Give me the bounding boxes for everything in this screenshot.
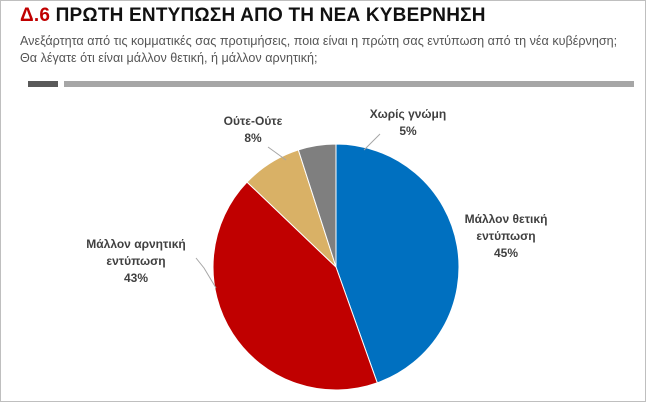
leader-line-3 [363, 133, 381, 151]
chart-subtitle: Ανεξάρτητα από τις κομματικές σας προτιμ… [20, 34, 618, 65]
pie-slice-3 [297, 143, 337, 268]
divider-dark [28, 81, 58, 87]
slice-label-2: Ούτε-Ούτε 8% [224, 114, 283, 145]
leader-line-2 [267, 146, 287, 161]
slice-value-2: 8% [244, 131, 262, 145]
title-text: ΠΡΩΤΗ ΕΝΤΥΠΩΣΗ ΑΠΟ ΤΗ ΝΕΑ ΚΥΒΕΡΝΗΣΗ [55, 5, 486, 26]
slice-label-line-2-0: Ούτε-Ούτε [224, 114, 283, 128]
chart-title: Δ.6 ΠΡΩΤΗ ΕΝΤΥΠΩΣΗ ΑΠΟ ΤΗ ΝΕΑ ΚΥΒΕΡΝΗΣΗ [20, 5, 486, 27]
slice-label-line-1-1: εντύπωση [106, 254, 165, 268]
slice-value-1: 43% [124, 271, 148, 285]
slice-label-line-3-0: Χωρίς γνώμη [370, 107, 446, 121]
leader-lines [195, 133, 381, 289]
slice-value-3: 5% [399, 124, 417, 138]
leader-line-1 [195, 257, 217, 289]
slice-label-0: Μάλλον θετική εντύπωση 45% [465, 212, 548, 260]
slice-label-line-1-0: Μάλλον αρνητική [86, 237, 185, 251]
slice-label-3: Χωρίς γνώμη 5% [370, 107, 446, 138]
slice-label-1: Μάλλον αρνητική εντύπωση 43% [86, 237, 185, 285]
pie-slices [212, 143, 460, 391]
slice-label-line-0-0: Μάλλον θετική [465, 212, 548, 226]
title-code: Δ.6 [20, 5, 51, 26]
divider-light [64, 81, 634, 87]
slice-value-0: 45% [494, 246, 518, 260]
slice-labels: Μάλλον θετική εντύπωση 45% Μάλλον αρνητική ε… [86, 107, 547, 285]
pie-slice-1 [212, 181, 378, 391]
slice-label-line-0-1: εντύπωση [476, 229, 535, 243]
pie-slice-0 [335, 143, 460, 384]
